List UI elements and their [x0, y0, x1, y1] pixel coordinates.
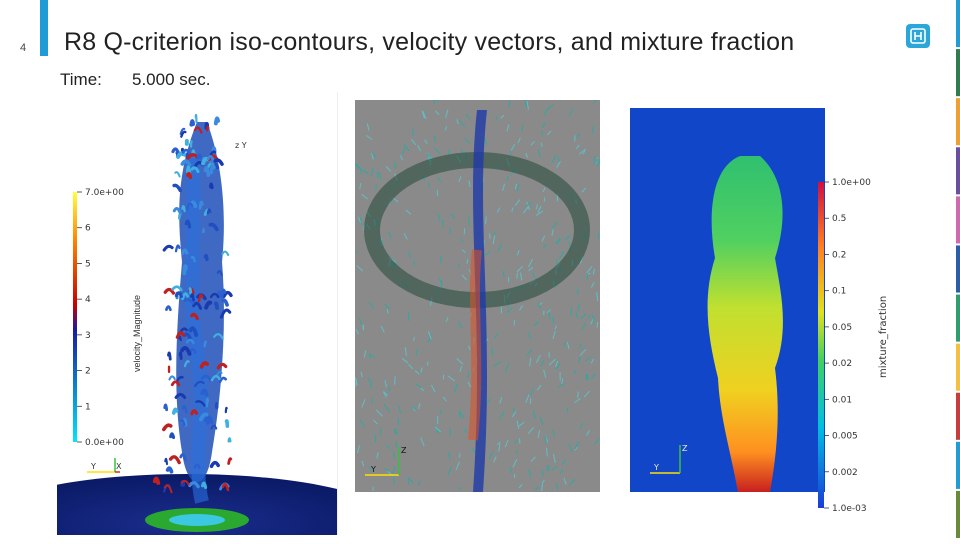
slide-number: 4 [20, 42, 26, 54]
colorbar-tick-label: 0.01 [832, 395, 852, 405]
accent-bar [40, 0, 48, 56]
colorbar-title: velocity_Magnitude [132, 295, 142, 372]
decorative-strip [948, 0, 960, 540]
axis-y-label: Y [90, 462, 96, 471]
colorbar-tick-label: 0.5 [832, 214, 846, 224]
colorbar-tick-label: 4 [85, 295, 91, 305]
time-label: Time: [60, 70, 102, 90]
colorbar-tick-label: 0.05 [832, 323, 852, 333]
mixture-fraction-panel: Z Y [630, 108, 825, 492]
colorbar-tick-label: 3 [85, 331, 91, 341]
axes-triad: Y X [87, 458, 122, 472]
axis-y-label: Y [370, 465, 376, 474]
mixture-colorbar-ticks: 1.0e+00 0.5 0.2 0.1 0.05 0.02 0.01 0.005 0.002 1.… [824, 178, 871, 514]
corner-axes-label: z Y [235, 141, 247, 150]
velocity-colorbar-ticks: 7.0e+00 6 5 4 3 2 1 0.0e+00 [77, 188, 124, 448]
time-value: 5.000 sec. [132, 70, 210, 90]
colorbar-tick-label: 0.002 [832, 468, 858, 478]
colorbar-title: mixture_fraction [878, 296, 889, 378]
colorbar-tick-label: 0.2 [832, 250, 846, 260]
axis-z-label: Z [401, 446, 407, 455]
axis-y-label: Y [653, 463, 659, 472]
colorbar-tick-label: 0.1 [832, 287, 846, 297]
colorbar-tick-label: 1.0e+00 [832, 178, 871, 188]
slide-title: R8 Q-criterion iso-contours, velocity ve… [64, 28, 794, 57]
colorbar-tick-label: 0.02 [832, 359, 852, 369]
axis-x-label: X [116, 462, 122, 471]
mixture-colorbar: 1.0e+00 0.5 0.2 0.1 0.05 0.02 0.01 0.005 0.002 1.… [816, 178, 936, 518]
colorbar-tick-label: 1.0e-03 [832, 504, 867, 514]
colorbar-tick-label: 7.0e+00 [85, 188, 124, 198]
mixture-plume [708, 156, 783, 492]
velocity-vectors-panel: Z Y [355, 100, 600, 492]
colorbar-tick-label: 1 [85, 402, 91, 412]
logo-icon [906, 24, 930, 48]
colorbar-tick-label: 6 [85, 224, 91, 234]
colorbar-tick-label: 5 [85, 259, 91, 269]
velocity-colorbar [73, 192, 77, 442]
axis-z-label: Z [682, 444, 688, 453]
colorbar-tick-label: 0.005 [832, 432, 858, 442]
colorbar-tick-label: 2 [85, 367, 91, 377]
colorbar-tick-label: 0.0e+00 [85, 438, 124, 448]
axes-triad: Z Y [650, 444, 688, 473]
